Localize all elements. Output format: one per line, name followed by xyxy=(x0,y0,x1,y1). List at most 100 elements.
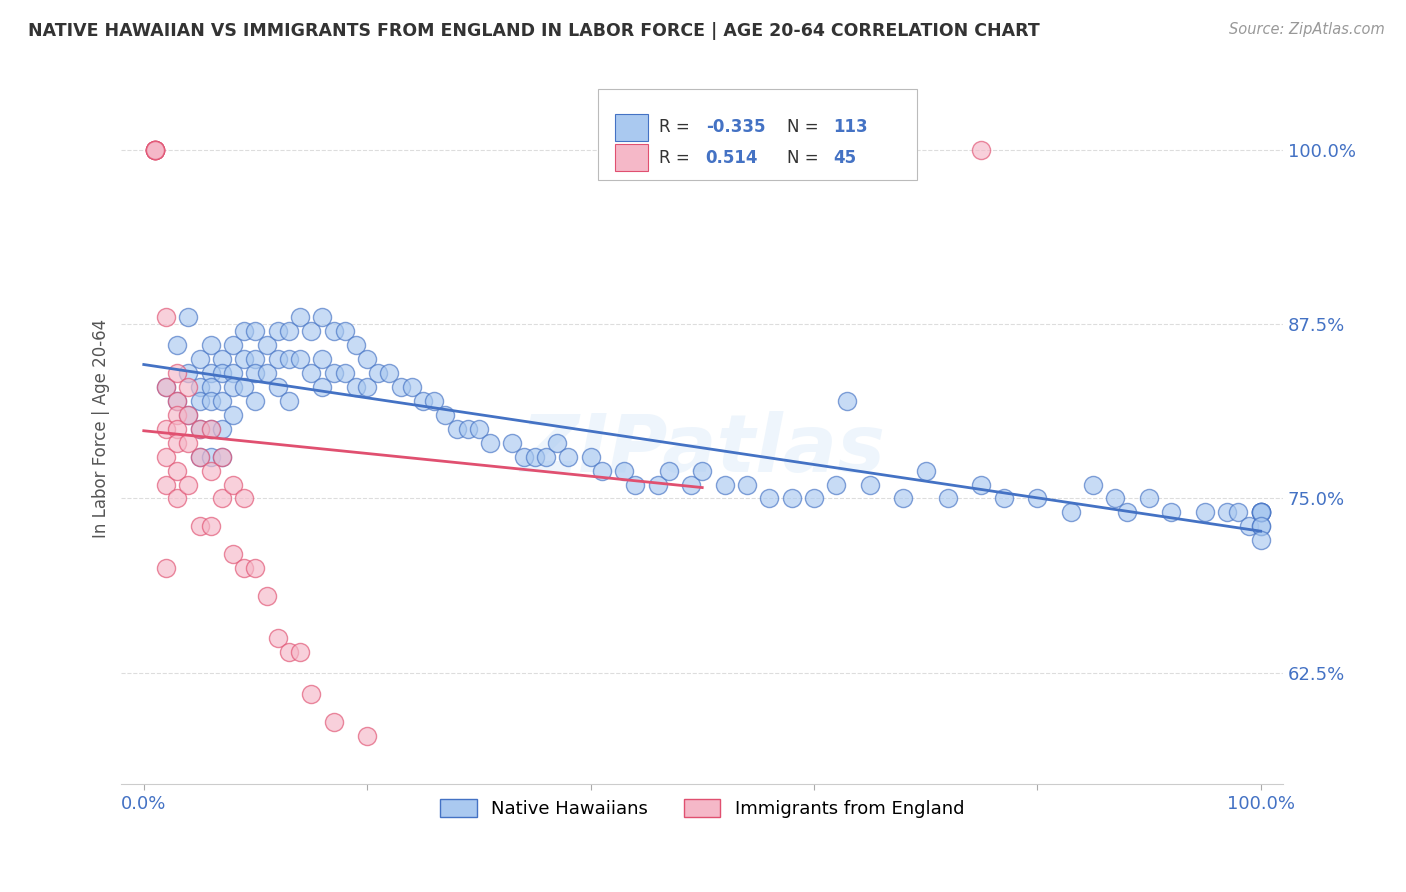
Point xyxy=(166,338,188,352)
Bar xyxy=(614,145,648,171)
Point xyxy=(222,338,245,352)
Point xyxy=(679,477,702,491)
Point xyxy=(423,393,446,408)
Point xyxy=(344,338,367,352)
Point xyxy=(211,491,233,506)
Point xyxy=(557,450,579,464)
Point xyxy=(200,380,222,394)
Point xyxy=(256,589,278,603)
Point xyxy=(299,366,322,380)
Point xyxy=(245,366,267,380)
Point xyxy=(1250,505,1272,519)
Point xyxy=(166,464,188,478)
Point xyxy=(914,464,936,478)
Point xyxy=(200,366,222,380)
Point xyxy=(177,408,200,422)
Point xyxy=(177,380,200,394)
Point xyxy=(233,491,256,506)
Point xyxy=(591,464,613,478)
Point xyxy=(211,450,233,464)
Point xyxy=(222,477,245,491)
Point xyxy=(166,435,188,450)
Point xyxy=(299,687,322,701)
Point xyxy=(1250,519,1272,533)
Point xyxy=(177,408,200,422)
Point xyxy=(837,393,859,408)
Point xyxy=(859,477,882,491)
Point xyxy=(143,143,166,157)
Text: N =: N = xyxy=(787,119,824,136)
Point xyxy=(479,435,502,450)
Text: 45: 45 xyxy=(834,149,856,167)
Point xyxy=(177,435,200,450)
Point xyxy=(993,491,1015,506)
Point xyxy=(1250,505,1272,519)
Point xyxy=(970,477,993,491)
Point xyxy=(288,351,311,366)
Point xyxy=(166,408,188,422)
Point xyxy=(735,477,758,491)
Point xyxy=(434,408,457,422)
Point xyxy=(200,393,222,408)
Point xyxy=(501,435,523,450)
Point xyxy=(200,450,222,464)
Point xyxy=(233,380,256,394)
Point xyxy=(288,310,311,324)
Text: ZIPatlas: ZIPatlas xyxy=(520,411,884,489)
Bar xyxy=(614,114,648,141)
Text: 0.514: 0.514 xyxy=(706,149,758,167)
Point xyxy=(1194,505,1216,519)
Point xyxy=(658,464,681,478)
Point xyxy=(803,491,825,506)
Point xyxy=(256,366,278,380)
Point xyxy=(401,380,423,394)
Point xyxy=(211,450,233,464)
Point xyxy=(780,491,803,506)
Text: N =: N = xyxy=(787,149,824,167)
Point xyxy=(166,393,188,408)
Point xyxy=(1250,505,1272,519)
Point xyxy=(278,351,301,366)
Point xyxy=(267,631,290,645)
Point xyxy=(188,422,211,436)
Point xyxy=(233,561,256,575)
Point xyxy=(299,324,322,338)
Text: Source: ZipAtlas.com: Source: ZipAtlas.com xyxy=(1229,22,1385,37)
Point xyxy=(166,366,188,380)
Text: -0.335: -0.335 xyxy=(706,119,765,136)
Point xyxy=(166,422,188,436)
Point xyxy=(267,380,290,394)
Text: R =: R = xyxy=(659,119,695,136)
Point xyxy=(155,477,177,491)
Point xyxy=(211,366,233,380)
Y-axis label: In Labor Force | Age 20-64: In Labor Force | Age 20-64 xyxy=(93,319,110,538)
Point xyxy=(367,366,389,380)
Point xyxy=(1250,519,1272,533)
Point xyxy=(356,380,378,394)
Point xyxy=(177,310,200,324)
Point xyxy=(143,143,166,157)
Point xyxy=(267,351,290,366)
Point xyxy=(1104,491,1126,506)
Point xyxy=(278,645,301,659)
Point xyxy=(1239,519,1261,533)
Point xyxy=(1060,505,1083,519)
Point xyxy=(222,408,245,422)
Point xyxy=(457,422,479,436)
Point xyxy=(713,477,735,491)
Point xyxy=(1250,505,1272,519)
Point xyxy=(311,351,333,366)
Point xyxy=(1026,491,1049,506)
Point xyxy=(177,366,200,380)
Point xyxy=(143,143,166,157)
Point xyxy=(389,380,412,394)
Point xyxy=(256,338,278,352)
Point xyxy=(233,324,256,338)
Point xyxy=(333,366,356,380)
Point xyxy=(188,450,211,464)
Point xyxy=(1081,477,1104,491)
Point xyxy=(267,324,290,338)
Point xyxy=(758,491,780,506)
Point xyxy=(1250,505,1272,519)
Point xyxy=(624,477,647,491)
